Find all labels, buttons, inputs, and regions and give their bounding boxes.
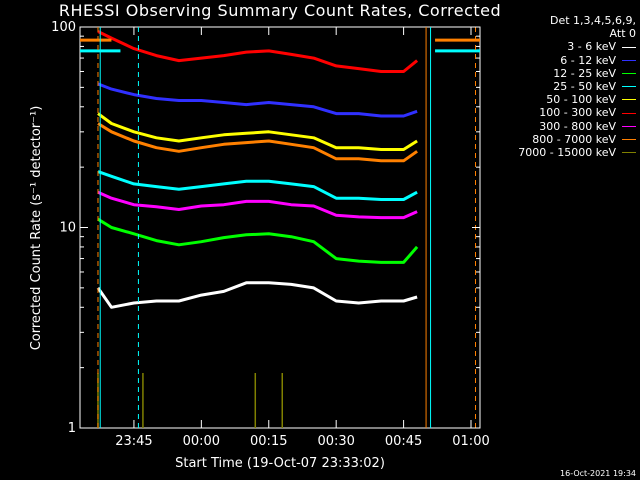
legend-entry-0: 3 - 6 keV — [486, 40, 636, 53]
y-tick-label-2: 100 — [51, 20, 76, 35]
legend-swatch — [622, 72, 636, 74]
legend-swatch — [622, 59, 636, 61]
series-layer — [96, 30, 419, 428]
legend-swatch — [622, 138, 636, 140]
legend-swatch — [622, 152, 636, 154]
series-line-1 — [97, 82, 418, 118]
x-ticks: 23:45 00:00 00:15 00:30 00:45 01:00 — [115, 27, 490, 449]
legend-entry-label: 25 - 50 keV — [553, 80, 616, 94]
legend-header-2: Att 0 — [609, 27, 636, 41]
legend-entry-5: 100 - 300 keV — [486, 106, 636, 119]
y-axis-label: Corrected Count Rate (s⁻¹ detector⁻¹) — [29, 106, 44, 351]
legend: Det 1,3,4,5,6,9, Att 0 3 - 6 keV 6 - 12 k… — [486, 14, 636, 159]
legend-entry-label: 800 - 7000 keV — [532, 132, 616, 146]
legend-entry-label: 100 - 300 keV — [539, 106, 616, 120]
plot-frame — [79, 26, 481, 429]
x-tick-label-5: 01:00 — [452, 434, 489, 449]
legend-entry-2: 12 - 25 keV — [486, 67, 636, 80]
x-tick-label-3: 00:30 — [317, 434, 354, 449]
y-ticks: 1 10 100 — [51, 20, 480, 436]
x-tick-label-4: 00:45 — [385, 434, 422, 449]
legend-swatch — [622, 99, 636, 101]
legend-swatch — [622, 125, 636, 127]
legend-header-1: Det 1,3,4,5,6,9, — [549, 14, 636, 27]
x-tick-label-0: 23:45 — [115, 434, 152, 449]
x-axis-label: Start Time (19-Oct-07 23:33:02) — [175, 456, 385, 471]
series-line-5 — [97, 30, 419, 73]
legend-swatch — [622, 86, 636, 88]
legend-entry-4: 50 - 100 keV — [486, 93, 636, 106]
series-line-7 — [97, 122, 418, 163]
legend-swatch — [622, 46, 636, 48]
legend-rows: 3 - 6 keV 6 - 12 keV 12 - 25 keV 25 - 50 ke… — [486, 40, 636, 159]
legend-entry-1: 6 - 12 keV — [486, 54, 636, 67]
legend-entry-7: 800 - 7000 keV — [486, 133, 636, 146]
annotation-layer — [80, 27, 480, 428]
legend-entry-label: 300 - 800 keV — [539, 119, 616, 133]
series-line-0 — [96, 281, 418, 309]
legend-entry-label: 50 - 100 keV — [546, 93, 616, 107]
legend-entry-label: 3 - 6 keV — [567, 40, 616, 54]
legend-entry-label: 12 - 25 keV — [553, 66, 616, 80]
x-tick-label-1: 00:00 — [183, 434, 220, 449]
legend-entry-label: 7000 - 15000 keV — [518, 146, 616, 160]
series-line-2 — [97, 217, 419, 264]
series-line-4 — [97, 112, 418, 151]
chart-title: RHESSI Observing Summary Count Rates, Co… — [58, 1, 502, 20]
series-line-3 — [97, 170, 418, 201]
x-tick-label-2: 00:15 — [250, 434, 287, 449]
legend-entry-6: 300 - 800 keV — [486, 120, 636, 133]
footer-timestamp: 16-Oct-2021 19:34 — [560, 469, 636, 478]
legend-entry-label: 6 - 12 keV — [560, 53, 616, 67]
y-tick-label-1: 10 — [59, 221, 76, 236]
y-tick-label-0: 1 — [68, 421, 76, 436]
legend-swatch — [622, 112, 636, 114]
legend-entry-8: 7000 - 15000 keV — [486, 146, 636, 159]
series-line-6 — [97, 190, 418, 220]
legend-entry-3: 25 - 50 keV — [486, 80, 636, 93]
